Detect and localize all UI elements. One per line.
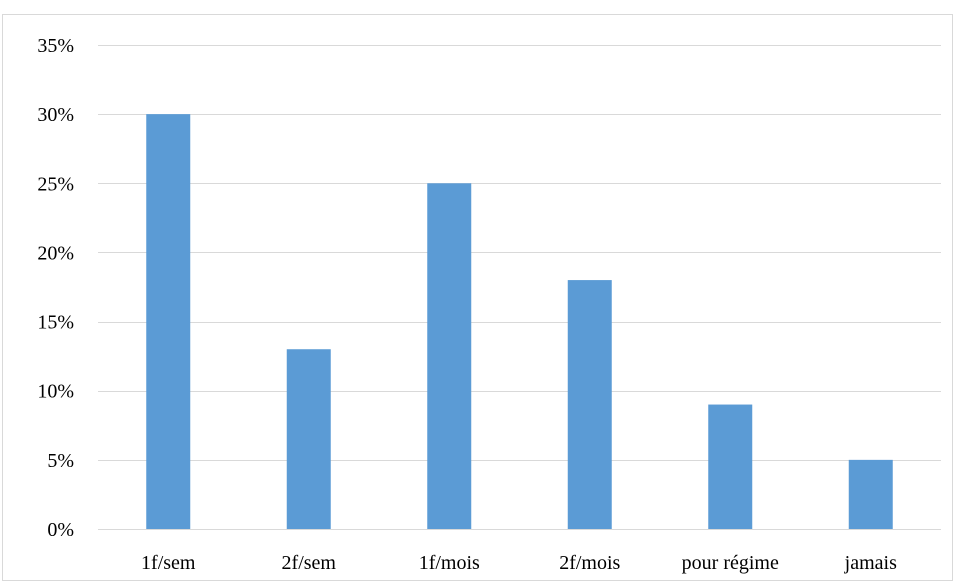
x-axis-tick-labels: 1f/sem 2f/sem 1f/mois 2f/mois pour régime jam… bbox=[141, 552, 897, 574]
x-tick-label: 2f/mois bbox=[559, 552, 620, 574]
y-tick-label: 15% bbox=[37, 312, 74, 334]
gridlines bbox=[98, 45, 941, 461]
x-tick-label: 1f/mois bbox=[419, 552, 480, 574]
bar bbox=[146, 114, 191, 530]
bars bbox=[146, 114, 893, 530]
bar bbox=[708, 404, 753, 529]
x-tick-label: jamais bbox=[844, 552, 897, 574]
bar bbox=[286, 349, 331, 529]
bar bbox=[567, 280, 612, 529]
y-tick-label: 0% bbox=[47, 519, 74, 541]
x-tick-label: 1f/sem bbox=[141, 552, 196, 574]
y-tick-label: 20% bbox=[37, 242, 74, 264]
y-axis-tick-labels: 0% 5% 10% 15% 20% 25% 30% 35% bbox=[37, 35, 74, 541]
x-tick-label: 2f/sem bbox=[282, 552, 337, 574]
y-tick-label: 35% bbox=[37, 35, 74, 57]
y-tick-label: 30% bbox=[37, 104, 74, 126]
bar bbox=[848, 459, 893, 529]
x-tick-label: pour régime bbox=[682, 552, 779, 574]
y-tick-label: 10% bbox=[37, 381, 74, 403]
y-tick-label: 25% bbox=[37, 173, 74, 195]
y-tick-label: 5% bbox=[47, 450, 74, 472]
bar bbox=[427, 183, 472, 530]
